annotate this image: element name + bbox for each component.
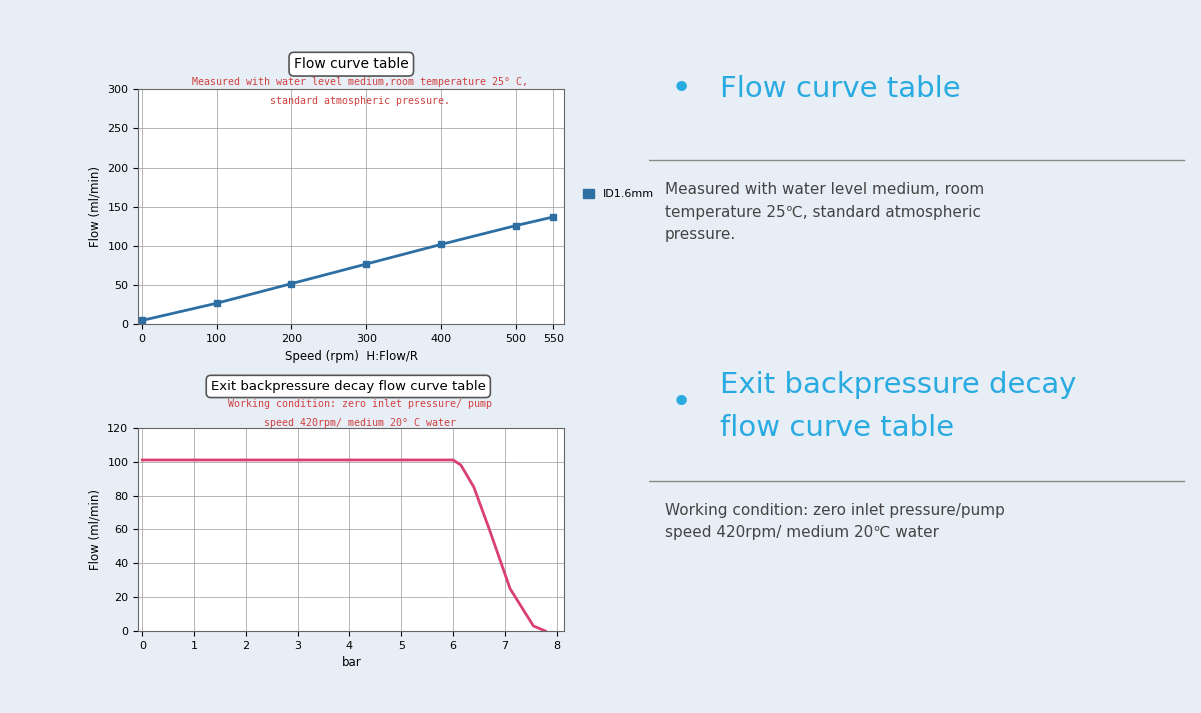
X-axis label: bar: bar bbox=[341, 656, 362, 670]
Text: •: • bbox=[670, 72, 692, 106]
Legend: ID1.6mm: ID1.6mm bbox=[579, 184, 658, 203]
Text: Exit backpressure decay flow curve table: Exit backpressure decay flow curve table bbox=[211, 380, 485, 393]
Text: Exit backpressure decay: Exit backpressure decay bbox=[721, 371, 1077, 399]
Text: speed 420rpm/ medium 20° C water: speed 420rpm/ medium 20° C water bbox=[264, 419, 456, 429]
Text: Working condition: zero inlet pressure/ pump: Working condition: zero inlet pressure/ … bbox=[228, 399, 492, 409]
Text: flow curve table: flow curve table bbox=[721, 414, 955, 442]
Text: standard atmospheric pressure.: standard atmospheric pressure. bbox=[270, 96, 450, 106]
Y-axis label: Flow (ml/min): Flow (ml/min) bbox=[89, 489, 102, 570]
Text: Working condition: zero inlet pressure/pump
speed 420rpm/ medium 20℃ water: Working condition: zero inlet pressure/p… bbox=[665, 503, 1005, 540]
Text: Flow curve table: Flow curve table bbox=[294, 57, 408, 71]
Text: Flow curve table: Flow curve table bbox=[721, 75, 961, 103]
X-axis label: Speed (rpm)  H:Flow/R: Speed (rpm) H:Flow/R bbox=[285, 349, 418, 363]
Text: Measured with water level medium,room temperature 25° C,: Measured with water level medium,room te… bbox=[192, 77, 528, 87]
Y-axis label: Flow (ml/min): Flow (ml/min) bbox=[89, 166, 102, 247]
Text: •: • bbox=[670, 386, 692, 420]
Text: Measured with water level medium, room
temperature 25℃, standard atmospheric
pre: Measured with water level medium, room t… bbox=[665, 182, 985, 242]
